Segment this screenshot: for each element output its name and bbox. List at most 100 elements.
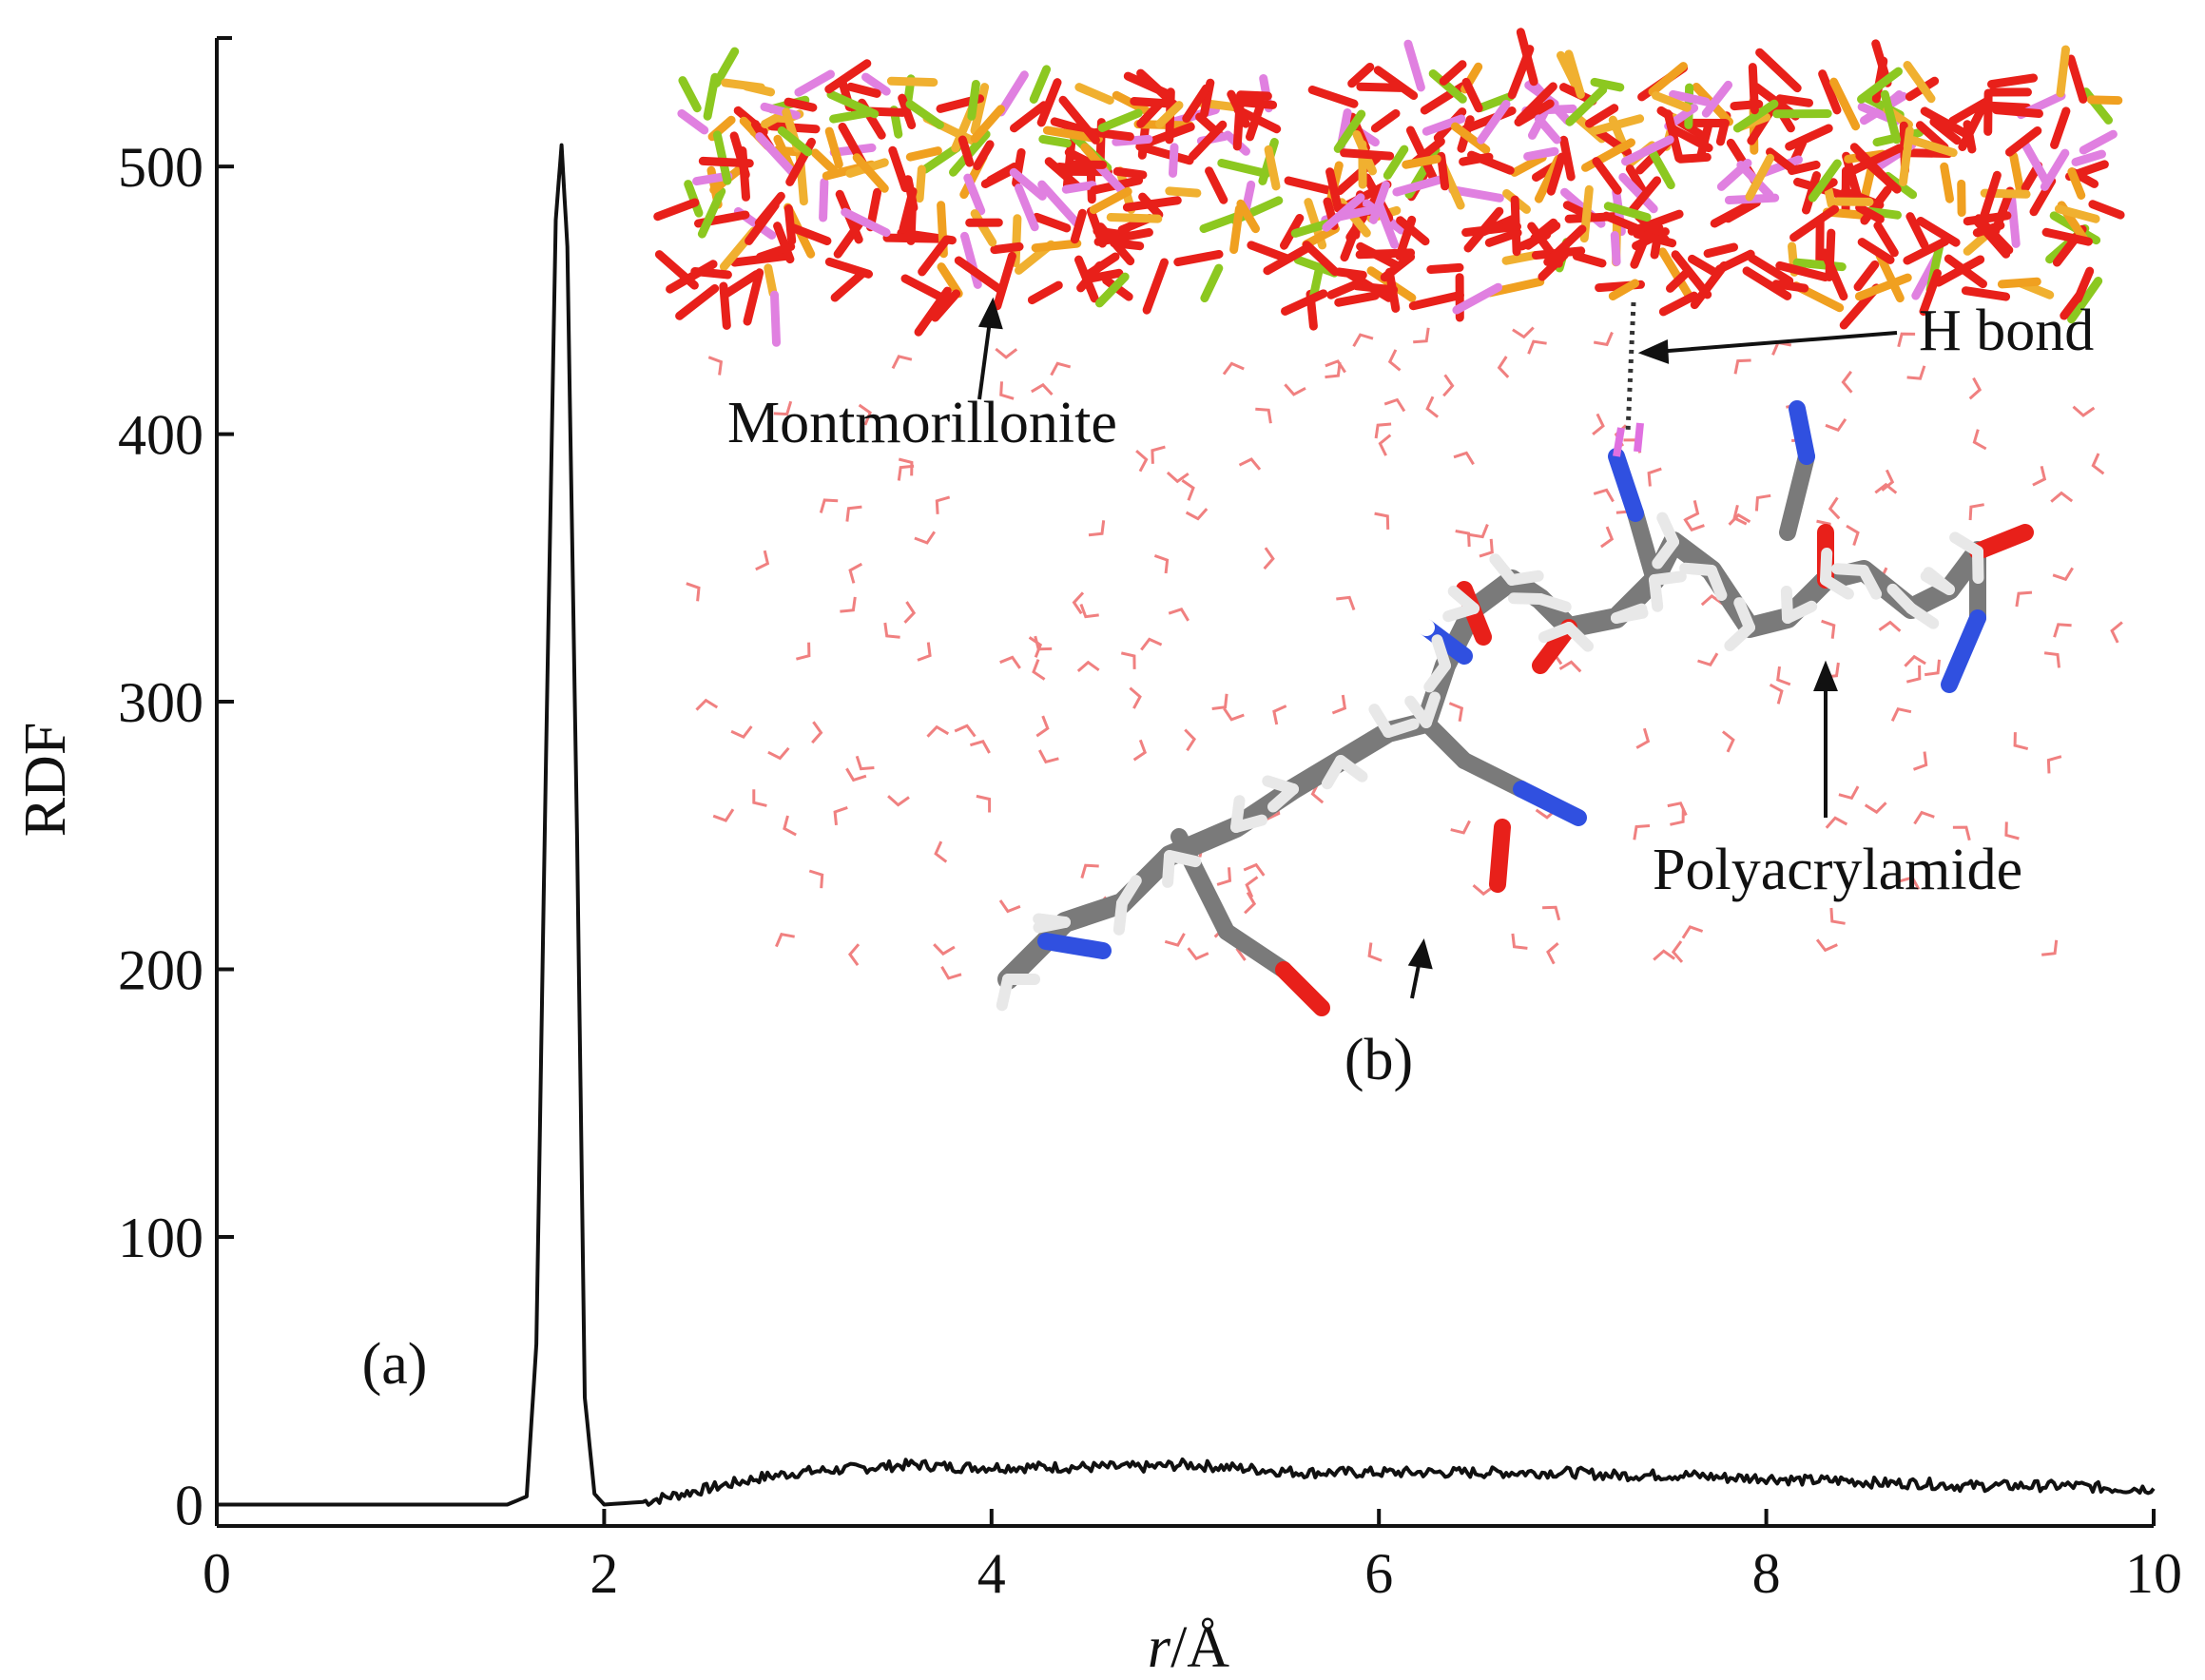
water-molecule (1031, 382, 1054, 396)
water-molecule (783, 815, 797, 837)
water-molecule (897, 464, 915, 481)
clay-bond (712, 47, 740, 87)
water-molecule (969, 740, 991, 754)
water-molecule (1072, 591, 1085, 615)
water-molecule (1681, 925, 1704, 939)
clay-bond (1857, 238, 1895, 264)
clay-bond (1853, 260, 1880, 292)
clay-bond (1538, 250, 1570, 281)
water-molecule (1028, 636, 1043, 658)
clay-bond (970, 105, 1005, 144)
water-molecule (1647, 467, 1662, 487)
polymer-hydrogen (1335, 755, 1368, 782)
polymer-hydrogen (1033, 917, 1071, 934)
annotation-arrows (977, 297, 1898, 999)
polymer-branch (1456, 752, 1530, 798)
clay-bond (1402, 154, 1441, 169)
water-molecule (1511, 933, 1528, 950)
water-molecule (1325, 361, 1342, 379)
clay-bond (773, 222, 795, 264)
clay-bond (1688, 254, 1722, 279)
water-molecule (2050, 491, 2074, 503)
x-tick-label-2: 2 (590, 1542, 618, 1605)
polymer-hydrogen (1679, 562, 1717, 576)
water-molecule (1244, 891, 1257, 915)
clay-bond (1559, 135, 1576, 182)
clay-bond (1428, 69, 1467, 104)
clay-bond (1096, 222, 1135, 266)
h-bond-arrow (1655, 331, 1898, 354)
clay-bond (1663, 109, 1684, 163)
water-molecule (858, 403, 872, 426)
water-molecule (845, 505, 862, 522)
clay-bond (1703, 242, 1738, 259)
clay-bond (1094, 272, 1130, 308)
polymer-hydrogen (1506, 570, 1544, 586)
water-molecule (1497, 356, 1510, 378)
water-molecule (2041, 939, 2059, 956)
clay-bond (1633, 229, 1677, 248)
clay-bond (1963, 120, 1977, 154)
water-molecule (1721, 730, 1735, 753)
clay-bond (1915, 121, 1949, 152)
clay-bond (1919, 269, 1942, 316)
clay-bond (1610, 231, 1621, 266)
clay-bond (1439, 60, 1467, 86)
water-molecule (1216, 867, 1232, 886)
polymer-branch (1608, 448, 1644, 522)
clay-bond (1189, 120, 1228, 161)
clay-bond (2071, 149, 2106, 166)
clay-bond (957, 135, 975, 167)
clay-bond (1461, 77, 1483, 113)
water-molecule (891, 355, 913, 370)
water-molecule (1700, 593, 1724, 607)
clay-bond (1565, 86, 1608, 126)
y-tick-label-0: 0 (175, 1474, 203, 1536)
water-molecule (1635, 727, 1651, 749)
clay-bond (1648, 62, 1688, 96)
clay-bond (1972, 217, 2011, 259)
clay-bond (1200, 263, 1224, 302)
polyacrylamide-label: Polyacrylamide (1653, 838, 2022, 902)
h-bond-hydrogen (1634, 422, 1644, 453)
polymer-branch (1779, 448, 1815, 541)
water-molecule (1512, 326, 1535, 339)
polymer-hydrogen (1508, 592, 1546, 605)
water-molecule (808, 869, 824, 889)
clay-bond (1903, 237, 1950, 265)
water-molecule (796, 642, 811, 661)
water-molecule (767, 746, 790, 761)
clay-bond (1860, 165, 1876, 203)
clay-bond (954, 256, 1005, 294)
clay-bond (723, 270, 762, 298)
clay-bond (1217, 159, 1271, 179)
clay-bond (1855, 203, 1885, 224)
water-molecule (1878, 620, 1902, 632)
water-molecule (1185, 508, 1209, 521)
clay-bond (1590, 77, 1625, 92)
clay-bond (1355, 248, 1416, 260)
clay-bond (1666, 267, 1692, 293)
water-molecule (1425, 396, 1440, 418)
clay-bond (1009, 167, 1047, 201)
clay-bond (1437, 151, 1450, 191)
clay-bond (1061, 181, 1097, 194)
polymer-hydrogen (996, 974, 1014, 1012)
water-molecule (1223, 707, 1245, 722)
clay-bond (1979, 170, 2002, 223)
polymer-hydrogen (1923, 567, 1955, 595)
water-molecule (845, 767, 867, 782)
clay-bond (755, 132, 799, 179)
y-tick-label-400: 400 (118, 404, 203, 467)
water-molecule (712, 808, 735, 822)
clay-bond (1818, 69, 1842, 115)
clay-bond (1871, 56, 1888, 104)
clay-bond (1905, 212, 1929, 250)
water-molecule (1874, 482, 1898, 494)
water-molecule (976, 794, 992, 813)
water-molecule (1890, 706, 1912, 722)
clay-bond (1112, 134, 1153, 146)
water-molecule (1905, 665, 1922, 684)
clay-bond (1058, 95, 1100, 145)
water-molecule (1263, 547, 1275, 570)
